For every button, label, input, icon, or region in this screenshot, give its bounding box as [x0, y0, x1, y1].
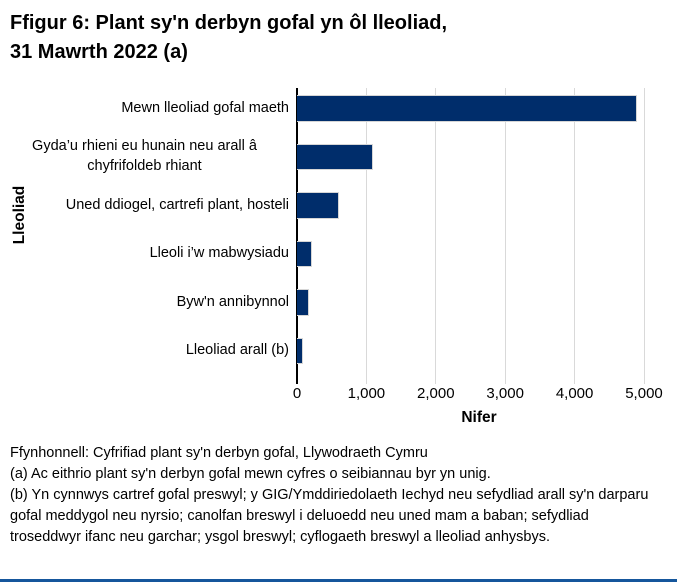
bar-chart: Lleoliad Nifer 0 1,000 2,000 3,000 4,000 5,00…	[0, 84, 663, 426]
footer-note-a: (a) Ac eithrio plant sy'n derbyn gofal m…	[10, 466, 491, 482]
x-axis-tick-label: 0	[292, 385, 302, 402]
category-label-text: Uned ddiogel, cartrefi plant, hosteli	[65, 196, 289, 213]
category-label: Gyda’u rhieni eu hunain neu arall â chyf…	[0, 133, 296, 182]
category-label-text: Lleoli i’w mabwysiadu	[149, 245, 289, 261]
bar	[297, 337, 303, 364]
category-label: Uned ddiogel, cartrefi plant, hosteli	[0, 181, 296, 230]
gridline	[574, 88, 576, 384]
x-axis-label: Nifer	[461, 409, 497, 426]
bar	[297, 192, 339, 219]
x-axis-tick-label: 4,000	[555, 385, 594, 402]
category-label: Lleoli i’w mabwysiadu	[0, 230, 296, 279]
gridline	[435, 88, 437, 384]
gridline	[365, 88, 367, 384]
bar	[297, 289, 310, 316]
category-label-text: Lleoliad arall (b)	[185, 342, 289, 358]
x-axis-tick-label: 2,000	[417, 385, 455, 402]
x-axis-tick-label: 5,000	[625, 385, 663, 402]
x-axis-tick-label: 1,000	[347, 385, 386, 402]
category-label-text: Byw'n annibynnol	[176, 293, 289, 310]
bar	[297, 240, 313, 267]
category-label-text: Mewn lleoliad gofal maeth	[121, 99, 289, 116]
figure-title: Ffigur 6: Plant sy'n derbyn gofal yn ôl …	[10, 9, 447, 66]
figure-title-line2: 31 Mawrth 2022 (a)	[10, 40, 188, 63]
figure-title-line1: Ffigur 6: Plant sy'n derbyn gofal yn ôl …	[10, 12, 448, 34]
y-axis-line	[296, 88, 298, 384]
gridline	[504, 88, 506, 384]
category-label: Lleoliad arall (b)	[0, 327, 296, 376]
bar	[297, 95, 638, 122]
gridline	[643, 88, 645, 384]
category-label: Mewn lleoliad gofal maeth	[0, 84, 296, 133]
footer-note-b: (b) Yn cynnwys cartref gofal preswyl; y …	[10, 487, 649, 545]
category-label: Byw'n annibynnol	[0, 278, 296, 327]
bar	[297, 143, 374, 170]
footer-source: Ffynhonnell: Cyfrifiad plant sy'n derbyn…	[10, 445, 428, 461]
bottom-accent-rule	[0, 579, 677, 582]
x-axis-tick-label: 3,000	[486, 385, 524, 402]
footer-notes: Ffynhonnell: Cyfrifiad plant sy'n derbyn…	[10, 443, 660, 548]
category-label-text: Gyda’u rhieni eu hunain neu arall â chyf…	[32, 138, 257, 174]
